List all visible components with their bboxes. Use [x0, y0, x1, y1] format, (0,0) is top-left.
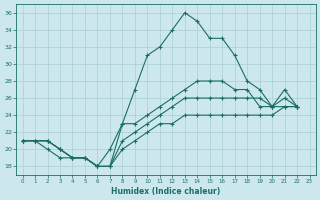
X-axis label: Humidex (Indice chaleur): Humidex (Indice chaleur)	[111, 187, 221, 196]
